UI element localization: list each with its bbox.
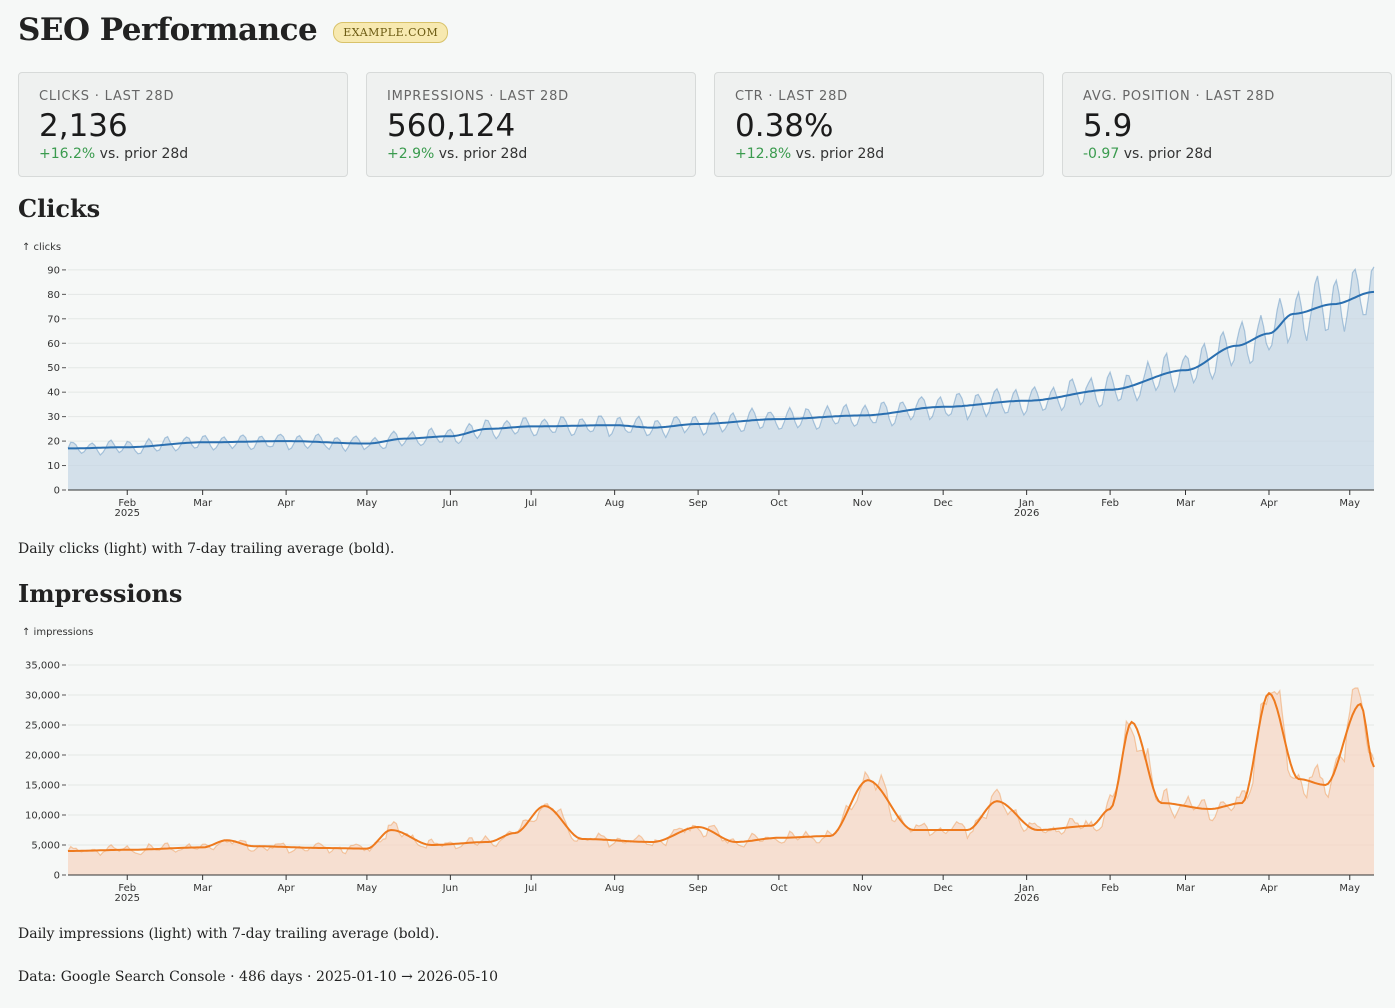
x-tick-label: Mar	[193, 883, 213, 894]
y-tick-label: 40	[47, 388, 60, 399]
kpi-label: IMPRESSIONS · LAST 28D	[387, 89, 569, 104]
data-source-note: Data: Google Search Console · 486 days ·…	[18, 969, 499, 985]
trend-line	[68, 290, 1375, 450]
x-tick-label: Nov	[853, 498, 873, 509]
kpi-delta-suffix: vs. prior 28d	[99, 146, 189, 162]
x-tick-label: May	[1339, 883, 1360, 894]
y-axis-label: ↑ clicks	[22, 242, 61, 253]
x-tick-label: Sep	[689, 883, 708, 894]
daily-line	[67, 266, 1375, 456]
x-tick-label: Apr	[277, 883, 295, 894]
impressions-section-title: Impressions	[18, 579, 183, 608]
y-tick-label: 35,000	[25, 661, 60, 672]
y-tick-label: 60	[47, 339, 60, 350]
kpi-card-avg-position: AVG. POSITION · LAST 28D 5.9 -0.97 vs. p…	[1062, 72, 1392, 177]
x-tick-label: Mar	[1176, 883, 1196, 894]
kpi-delta-row: -0.97 vs. prior 28d	[1083, 146, 1371, 162]
y-tick-label: 5,000	[31, 841, 60, 852]
kpi-label: AVG. POSITION · LAST 28D	[1083, 89, 1276, 104]
x-tick-label: May	[357, 883, 378, 894]
y-axis-label: ↑ impressions	[22, 627, 93, 638]
kpi-delta: +12.8%	[735, 146, 792, 162]
kpi-card-impressions: IMPRESSIONS · LAST 28D 560,124 +2.9% vs.…	[366, 72, 696, 177]
y-tick-label: 0	[54, 871, 60, 882]
x-tick-label: Jan	[1018, 498, 1034, 509]
kpi-delta-suffix: vs. prior 28d	[438, 146, 528, 162]
kpi-delta-row: +12.8% vs. prior 28d	[735, 146, 1023, 162]
x-tick-label: Dec	[933, 883, 952, 894]
x-tick-label: Feb	[1101, 498, 1119, 509]
x-tick-label: Feb	[118, 883, 136, 894]
x-tick-label: Aug	[605, 883, 625, 894]
kpi-delta-suffix: vs. prior 28d	[1123, 146, 1213, 162]
kpi-delta-row: +16.2% vs. prior 28d	[39, 146, 327, 162]
impressions-caption: Daily impressions (light) with 7-day tra…	[18, 926, 440, 942]
x-tick-label: Oct	[770, 498, 787, 509]
x-tick-label: Mar	[193, 498, 213, 509]
y-tick-label: 0	[54, 486, 60, 497]
kpi-card-ctr: CTR · LAST 28D 0.38% +12.8% vs. prior 28…	[714, 72, 1044, 177]
y-tick-label: 10,000	[25, 811, 60, 822]
kpi-value: 5.9	[1083, 108, 1133, 144]
kpi-delta: +16.2%	[39, 146, 96, 162]
x-tick-label: Apr	[1260, 498, 1278, 509]
x-tick-label: Feb	[1101, 883, 1119, 894]
x-tick-year: 2025	[115, 893, 140, 904]
y-tick-label: 20	[47, 437, 60, 448]
x-tick-label: Feb	[118, 498, 136, 509]
x-tick-label: Sep	[689, 498, 708, 509]
kpi-cards: CLICKS · LAST 28D 2,136 +16.2% vs. prior…	[18, 72, 1394, 179]
x-tick-label: Jul	[524, 498, 537, 509]
page-title: SEO Performance	[18, 12, 318, 48]
x-tick-label: Jun	[442, 498, 459, 509]
clicks-caption: Daily clicks (light) with 7-day trailing…	[18, 541, 395, 557]
y-tick-label: 70	[47, 314, 60, 325]
kpi-delta: +2.9%	[387, 146, 435, 162]
x-tick-label: Dec	[933, 498, 952, 509]
kpi-label: CTR · LAST 28D	[735, 89, 848, 104]
x-tick-label: Oct	[770, 883, 787, 894]
x-tick-year: 2025	[115, 508, 140, 519]
page-header: SEO Performance EXAMPLE.COM	[18, 12, 449, 48]
daily-area	[68, 266, 1374, 490]
kpi-delta-suffix: vs. prior 28d	[795, 146, 885, 162]
impressions-chart: ↑ impressions 0 5,000 10,000 15,000 20,000 25,…	[22, 627, 1375, 904]
x-tick-year: 2026	[1014, 893, 1039, 904]
y-tick-label: 30,000	[25, 691, 60, 702]
x-tick-label: Nov	[853, 883, 873, 894]
daily-area	[68, 688, 1374, 875]
kpi-label: CLICKS · LAST 28D	[39, 89, 175, 104]
y-tick-label: 10	[47, 461, 60, 472]
kpi-value: 560,124	[387, 108, 516, 144]
kpi-delta-row: +2.9% vs. prior 28d	[387, 146, 675, 162]
x-tick-label: Apr	[1260, 883, 1278, 894]
x-tick-label: May	[1339, 498, 1360, 509]
kpi-value: 0.38%	[735, 108, 834, 144]
y-tick-label: 30	[47, 412, 60, 423]
x-tick-year: 2026	[1014, 508, 1039, 519]
clicks-section-title: Clicks	[18, 194, 101, 223]
x-tick-label: Mar	[1176, 498, 1196, 509]
y-tick-label: 80	[47, 290, 60, 301]
y-tick-label: 25,000	[25, 721, 60, 732]
trend-line	[68, 691, 1375, 852]
kpi-value: 2,136	[39, 108, 128, 144]
y-tick-label: 15,000	[25, 781, 60, 792]
x-tick-label: Jan	[1018, 883, 1034, 894]
y-tick-label: 20,000	[25, 751, 60, 762]
kpi-delta: -0.97	[1083, 146, 1120, 162]
x-tick-label: Apr	[277, 498, 295, 509]
x-tick-label: Jul	[524, 883, 537, 894]
y-tick-label: 90	[47, 265, 60, 276]
x-tick-label: Jun	[442, 883, 459, 894]
x-tick-label: Aug	[605, 498, 625, 509]
x-tick-label: May	[357, 498, 378, 509]
site-badge: EXAMPLE.COM	[333, 21, 449, 43]
y-tick-label: 50	[47, 363, 60, 374]
kpi-card-clicks: CLICKS · LAST 28D 2,136 +16.2% vs. prior…	[18, 72, 348, 177]
